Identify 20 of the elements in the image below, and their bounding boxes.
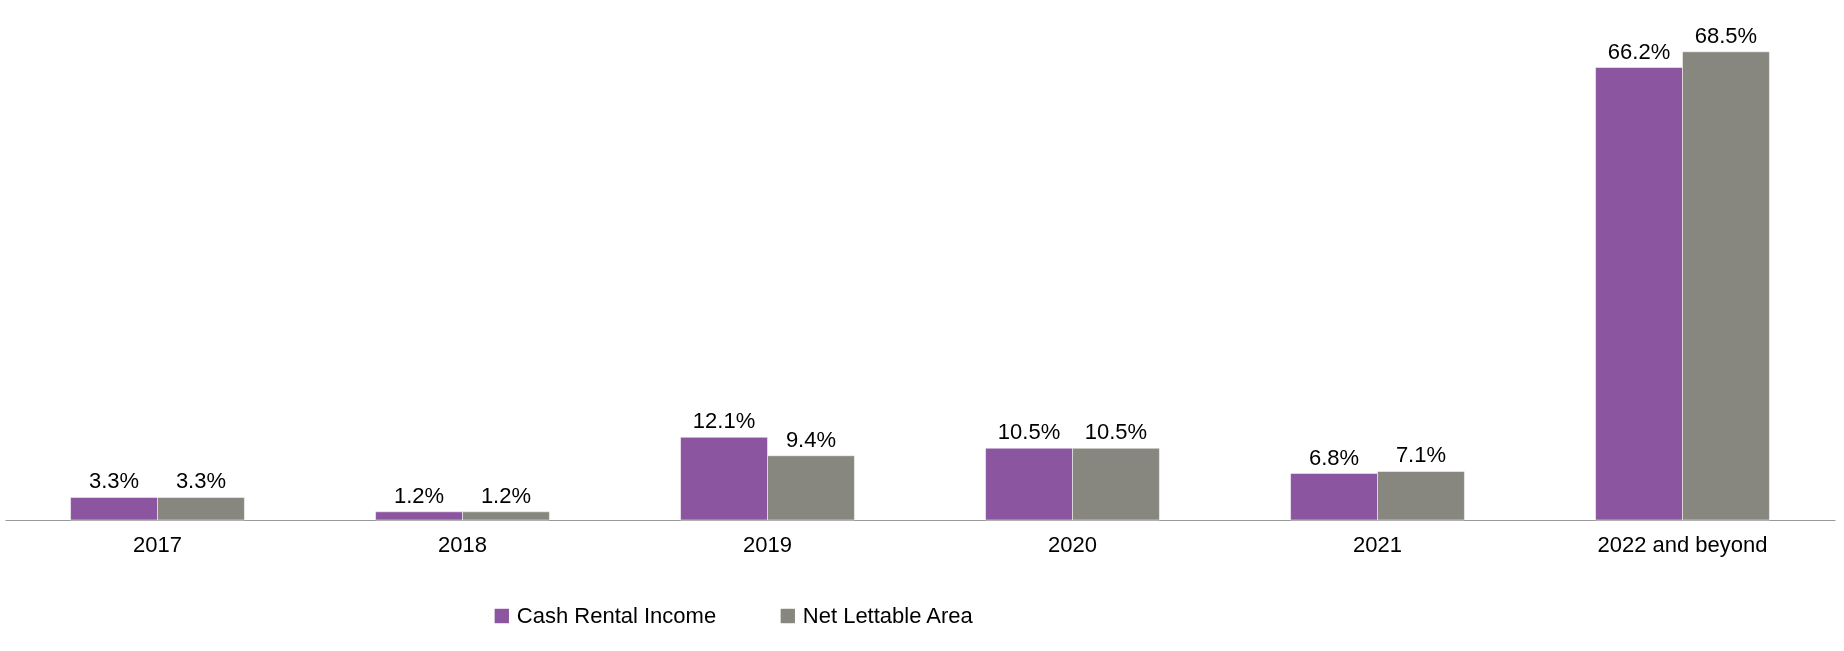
data-label: 7.1% (1395, 442, 1447, 468)
x-tick-label: 2019 (743, 531, 792, 557)
data-label: 6.8% (1308, 444, 1360, 470)
data-label: 10.5% (1084, 419, 1148, 445)
x-tick-label: 2021 (1353, 531, 1402, 557)
legend-label: Net Lettable Area (802, 603, 974, 628)
data-label: 1.2% (393, 482, 445, 508)
data-label: 3.3% (175, 468, 227, 494)
data-label: 66.2% (1607, 38, 1671, 64)
data-label: 10.5% (997, 419, 1061, 445)
x-tick-label: 2020 (1048, 531, 1097, 557)
data-label: 68.5% (1694, 22, 1758, 48)
x-tick-label: 2017 (133, 531, 182, 557)
x-tick-label: 2018 (438, 531, 487, 557)
legend-label: Cash Rental Income (516, 603, 717, 628)
data-label: 9.4% (785, 426, 837, 452)
x-tick-label: 2022 and beyond (1597, 531, 1768, 557)
data-label: 12.1% (692, 408, 756, 434)
data-label: 3.3% (88, 468, 140, 494)
data-label: 1.2% (480, 482, 532, 508)
